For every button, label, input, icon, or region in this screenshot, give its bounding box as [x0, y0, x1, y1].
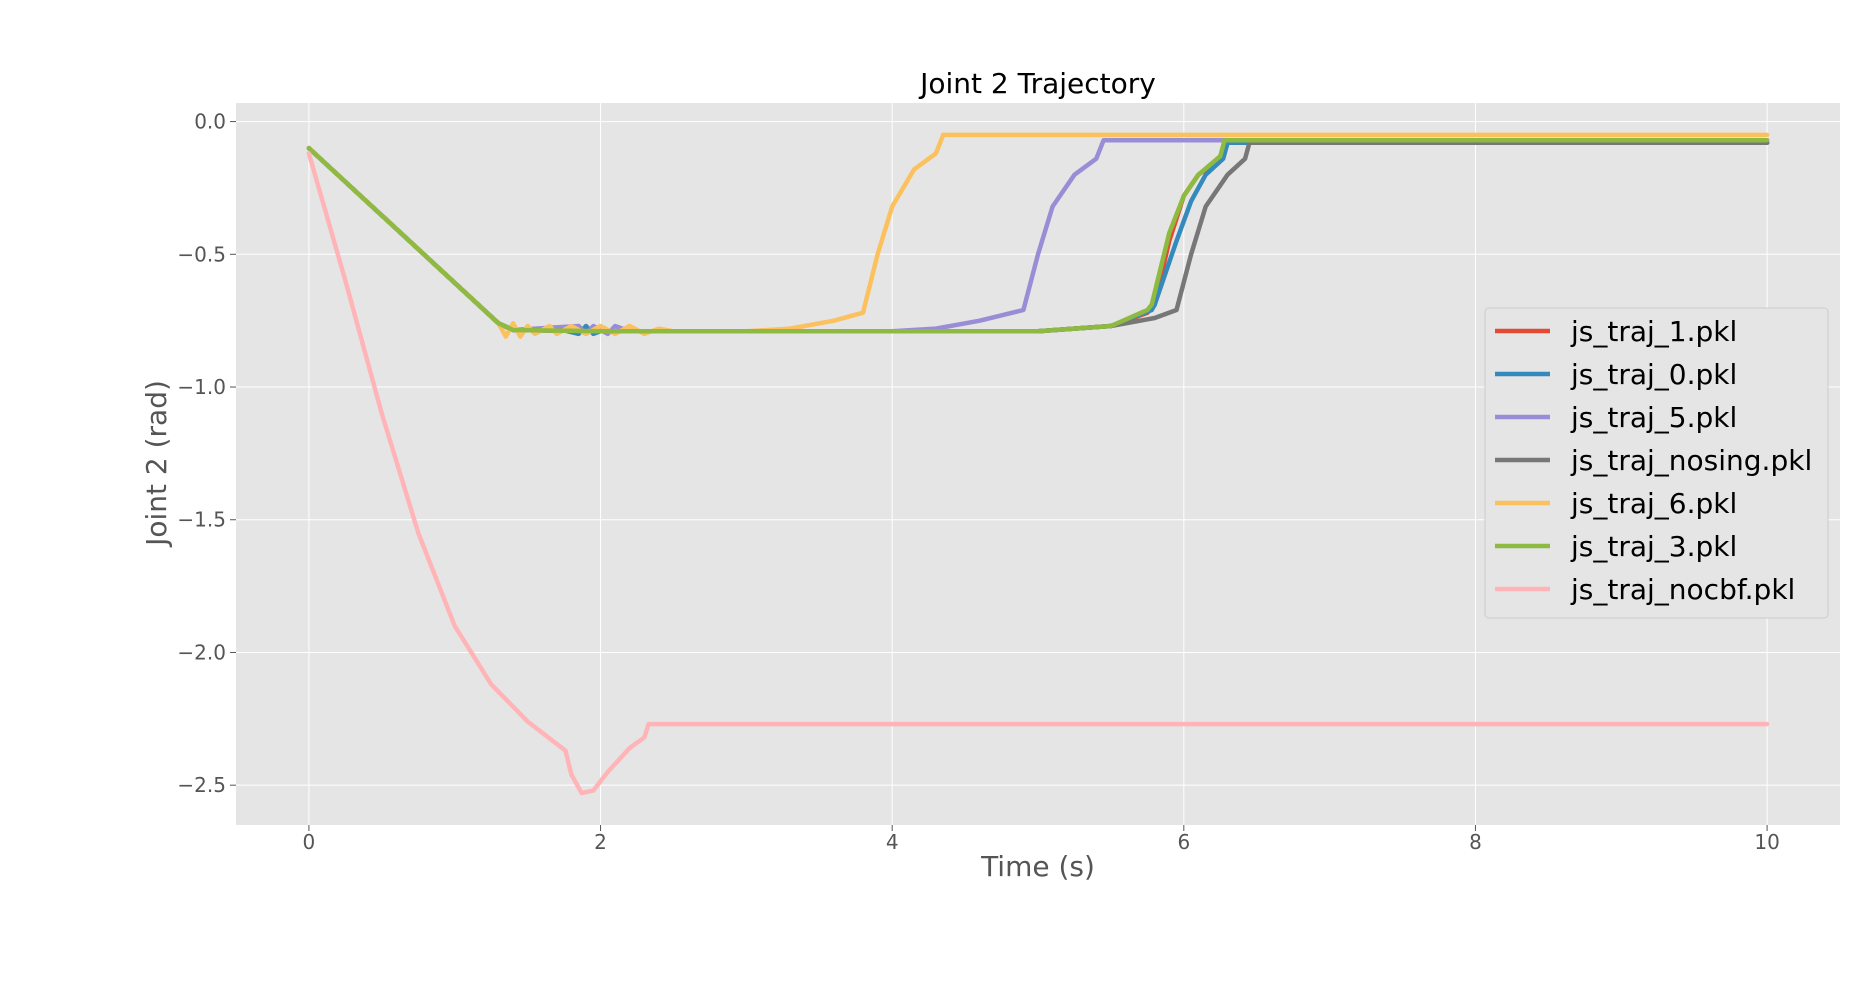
legend-label-6: js_traj_nocbf.pkl: [1570, 573, 1795, 606]
legend-label-3: js_traj_nosing.pkl: [1570, 444, 1812, 477]
y-tick-label: −0.5: [177, 242, 226, 266]
y-tick-label: 0.0: [194, 110, 226, 134]
series-line-4: [306, 132, 1770, 339]
y-axis-label: Joint 2 (rad): [140, 380, 173, 548]
legend: js_traj_1.pkl js_traj_0.pkl js_traj_5.pklj…: [1484, 307, 1829, 619]
series-line-5: [306, 137, 1770, 334]
x-axis-label: Time (s): [980, 850, 1095, 883]
legend-label-0: js_traj_1.pkl: [1570, 315, 1737, 348]
y-axis-ticks: 0.0 −0.5 −1.0 −1.5 −2.0 −2.5: [177, 110, 236, 797]
x-tick-label: 4: [886, 830, 899, 854]
legend-label-5: js_traj_3.pkl: [1570, 530, 1737, 563]
x-tick-label: 6: [1177, 830, 1190, 854]
x-tick-label: 2: [594, 830, 607, 854]
y-tick-label: −1.0: [177, 375, 226, 399]
x-axis-ticks: 0 2 4 6 8 10: [303, 825, 1780, 854]
series-layer: [306, 132, 1770, 796]
x-tick-label: 10: [1754, 830, 1779, 854]
x-tick-label: 0: [303, 830, 316, 854]
y-tick-label: −2.5: [177, 773, 226, 797]
y-tick-label: −1.5: [177, 508, 226, 532]
y-tick-label: −2.0: [177, 640, 226, 664]
legend-box: [1484, 307, 1829, 619]
chart-title: Joint 2 Trajectory: [918, 67, 1156, 100]
x-tick-label: 8: [1469, 830, 1482, 854]
series-line-6: [306, 151, 1770, 796]
legend-label-2: js_traj_5.pkl: [1570, 401, 1737, 434]
legend-label-1: js_traj_0.pkl: [1570, 358, 1737, 391]
legend-label-4: js_traj_6.pkl: [1570, 487, 1737, 520]
